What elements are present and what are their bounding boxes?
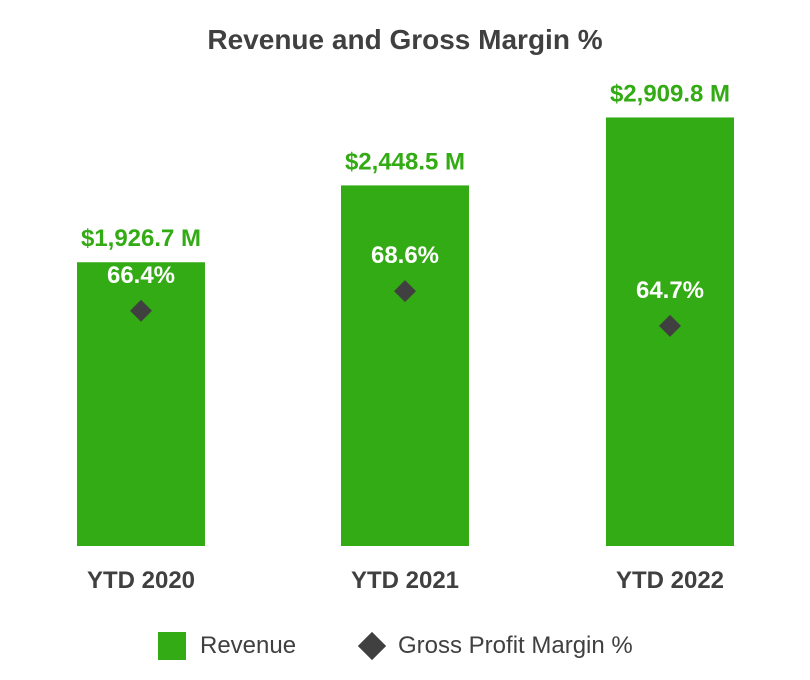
category-tick-label: YTD 2021 (351, 567, 459, 594)
chart-svg: $1,926.7 M 66.4% YTD 2020 $2,448.5 M 68.6% YT… (77, 80, 734, 594)
legend-label-margin: Gross Profit Margin % (398, 632, 633, 659)
margin-diamond-marker (130, 299, 152, 322)
revenue-bar (341, 185, 469, 547)
chart-legend: Revenue Gross Profit Margin % (0, 628, 810, 668)
legend-swatch-revenue (158, 632, 186, 660)
margin-value-label: 68.6% (371, 242, 439, 269)
chart-title: Revenue and Gross Margin % (207, 24, 603, 55)
legend-item-margin: Gross Profit Margin % (356, 628, 633, 664)
legend-diamond-icon (357, 631, 387, 661)
margin-value-label: 66.4% (107, 262, 175, 289)
revenue-value-label: $1,926.7 M (81, 225, 201, 252)
category-tick-label: YTD 2020 (87, 567, 195, 594)
margin-diamond-marker (659, 314, 681, 337)
category-tick-label: YTD 2022 (616, 567, 724, 594)
margin-value-label: 64.7% (636, 277, 704, 304)
margin-diamond-marker (394, 280, 416, 303)
revenue-value-label: $2,448.5 M (345, 148, 465, 175)
legend-item-revenue: Revenue (158, 628, 296, 664)
legend-label-revenue: Revenue (200, 632, 297, 659)
revenue-value-label: $2,909.8 M (610, 80, 730, 107)
